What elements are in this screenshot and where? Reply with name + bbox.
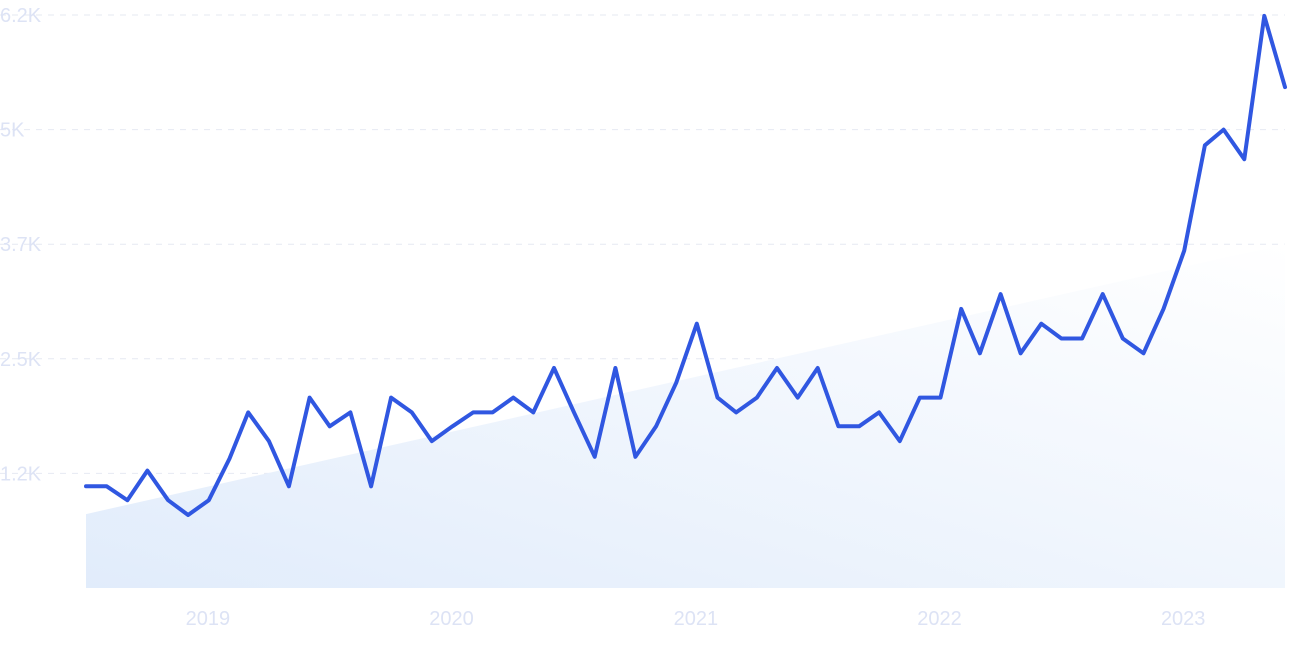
x-tick-label: 2022 <box>917 608 962 630</box>
y-axis-ticks: 1.2K 2.5K 3.7K 5K 6.2K <box>0 5 42 485</box>
y-tick-label: 3.7K <box>0 234 42 256</box>
series-line-layer <box>84 13 1287 517</box>
y-tick-label: 2.5K <box>0 349 42 371</box>
x-axis-ticks: 2019 2020 2021 2022 2023 <box>186 608 1206 630</box>
trend-area <box>86 244 1285 588</box>
x-tick-label: 2019 <box>186 608 231 630</box>
y-tick-label: 5K <box>0 120 25 142</box>
series-line <box>84 13 1287 517</box>
x-tick-label: 2023 <box>1161 608 1206 630</box>
y-tick-label: 6.2K <box>0 5 42 27</box>
x-tick-label: 2021 <box>674 608 719 630</box>
trend-area-fill <box>86 244 1285 588</box>
x-tick-label: 2020 <box>429 608 474 630</box>
y-tick-label: 1.2K <box>0 463 42 485</box>
